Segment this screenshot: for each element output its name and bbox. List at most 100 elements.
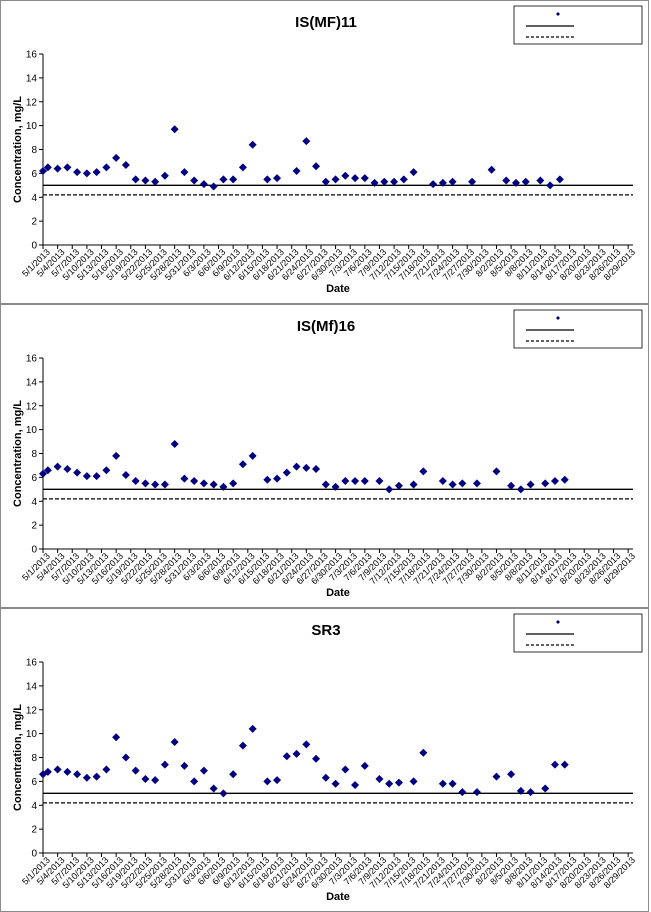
y-tick-label: 8 [31,145,37,156]
data-point [302,463,311,472]
data-point [555,175,564,184]
data-point [263,475,272,484]
chart-title: IS(Mf)16 [297,318,355,335]
legend-box [513,309,643,349]
y-tick-label: 4 [31,497,37,508]
data-point [321,480,330,489]
data-point [492,772,501,781]
data-point [112,733,121,742]
data-point [73,770,82,779]
y-axis-label: Concentration, mg/L [12,96,24,203]
data-point [394,481,403,490]
data-point [385,779,394,788]
data-point [502,176,511,185]
data-point [521,177,530,186]
y-tick-label: 12 [26,97,38,108]
data-point [341,171,350,180]
data-point [282,468,291,477]
data-point [63,767,72,776]
data-point [199,180,208,189]
data-point [151,776,160,785]
data-point [536,176,545,185]
legend-marker-points [556,12,560,16]
chart-title: SR3 [311,622,340,639]
data-point [121,470,130,479]
data-point [351,174,360,183]
data-point [53,164,62,173]
data-point [238,163,247,172]
data-point [82,169,91,178]
data-point [160,760,169,769]
y-tick-label: 4 [31,193,37,204]
data-point [199,479,208,488]
legend [513,613,643,653]
y-tick-label: 6 [31,473,37,484]
y-tick-label: 10 [26,425,38,436]
data-point [380,177,389,186]
data-point [550,760,559,769]
x-axis-label: Date [326,891,350,903]
data-point [53,765,62,774]
data-point [131,766,140,775]
data-point [102,765,111,774]
data-point [219,789,228,798]
data-point [360,476,369,485]
data-point [302,740,311,749]
data-point [43,767,52,776]
data-point [448,177,457,186]
data-point [199,766,208,775]
data-point [141,774,150,783]
data-point [360,174,369,183]
data-point [438,178,447,187]
chart-panel-is-mf-11: IS(MF)11 0 2 4 6 8 10 12 14 16 5/1/2013 5/4/2013 5/7… [0,0,649,304]
data-point [229,479,238,488]
data-point [190,476,199,485]
data-point [409,480,418,489]
data-point [160,480,169,489]
data-point [472,788,481,797]
data-point [399,175,408,184]
y-tick-label: 14 [26,73,38,84]
data-point [151,177,160,186]
legend-box [513,613,643,653]
y-tick-label: 6 [31,169,37,180]
data-point [82,773,91,782]
data-point [409,168,418,177]
data-point [560,760,569,769]
data-point [292,749,301,758]
data-point [550,476,559,485]
data-point [351,780,360,789]
data-point [53,462,62,471]
y-tick-label: 10 [26,121,38,132]
data-point [141,479,150,488]
data-point [238,460,247,469]
legend-marker-points [556,316,560,320]
chart-title: IS(MF)11 [295,14,357,31]
data-point [385,485,394,494]
data-point [141,176,150,185]
data-point [131,476,140,485]
data-point [92,472,101,481]
data-point [209,784,218,793]
scatter-chart-is-mf-16: IS(Mf)1602468101214165/1/20135/4/20135/7… [12,309,643,599]
y-tick-label: 12 [26,705,38,716]
data-point [312,754,321,763]
data-point [458,479,467,488]
chart-panel-is-mf-16: IS(Mf)16 0 2 4 6 8 10 12 14 16 5/1/2013 5/4/2013 5/7… [0,304,649,608]
y-tick-label: 16 [26,658,38,669]
data-point [92,772,101,781]
data-point [209,182,218,191]
data-point [180,761,189,770]
data-point [541,784,550,793]
data-point [248,451,257,460]
data-point [541,479,550,488]
data-point [321,773,330,782]
data-point [507,481,516,490]
data-point [190,176,199,185]
legend-marker-points [556,620,560,624]
y-tick-label: 14 [26,681,38,692]
data-point [263,777,272,786]
y-tick-label: 16 [26,50,38,61]
y-tick-label: 16 [26,354,38,365]
data-point [63,163,72,172]
